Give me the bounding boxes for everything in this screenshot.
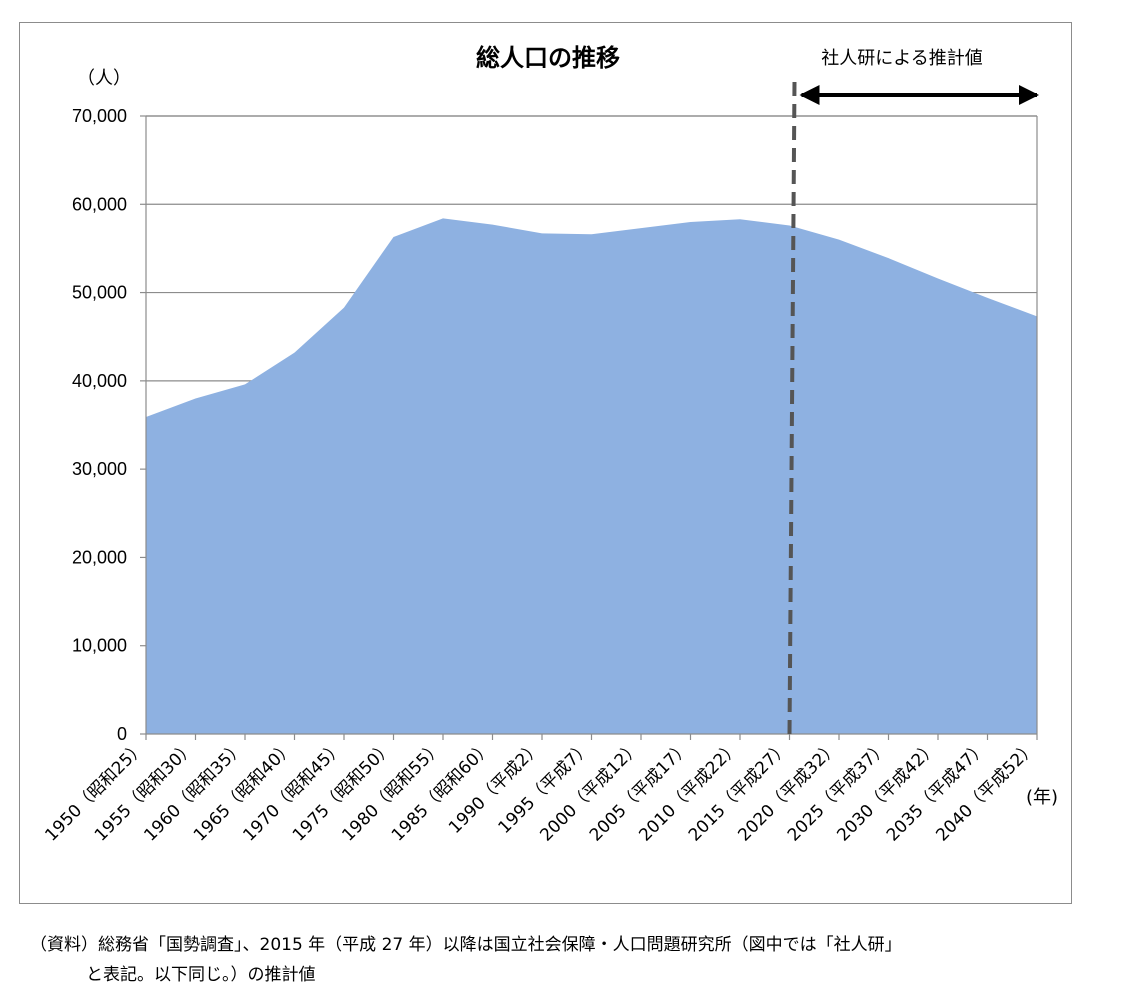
y-tick-label: 20,000 [72, 547, 127, 567]
footnote: （資料）総務省「国勢調査」、2015 年（平成 27 年）以降は国立社会保障・人… [30, 930, 1130, 990]
footnote-line-1: （資料）総務省「国勢調査」、2015 年（平成 27 年）以降は国立社会保障・人… [30, 935, 902, 955]
chart-title: 総人口の推移 [476, 44, 620, 72]
projection-annotation: 社人研による推計値 [821, 48, 982, 69]
population-area [146, 218, 1037, 734]
area-series [145, 218, 1038, 734]
axes [140, 115, 1038, 740]
x-tick-labels: 1950（昭和25）1955（昭和30）1960（昭和35）1965（昭和40）… [41, 737, 1040, 845]
y-tick-label: 30,000 [72, 459, 127, 479]
y-tick-label: 70,000 [72, 106, 127, 126]
y-tick-label: 40,000 [72, 371, 127, 391]
y-tick-label: 50,000 [72, 283, 127, 303]
x-unit-label: (年) [1026, 787, 1058, 808]
y-tick-label: 60,000 [72, 194, 127, 214]
y-unit-label: （人） [77, 68, 131, 89]
y-tick-label: 0 [117, 724, 127, 744]
footnote-line-2: と表記。以下同じ。）の推計値 [86, 965, 316, 985]
population-chart: 0 10,000 20,000 30,000 40,000 50,000 60,000 70,… [41, 44, 1058, 846]
y-tick-label: 10,000 [72, 636, 127, 656]
y-tick-labels: 0 10,000 20,000 30,000 40,000 50,000 60,000 70,… [72, 106, 127, 744]
